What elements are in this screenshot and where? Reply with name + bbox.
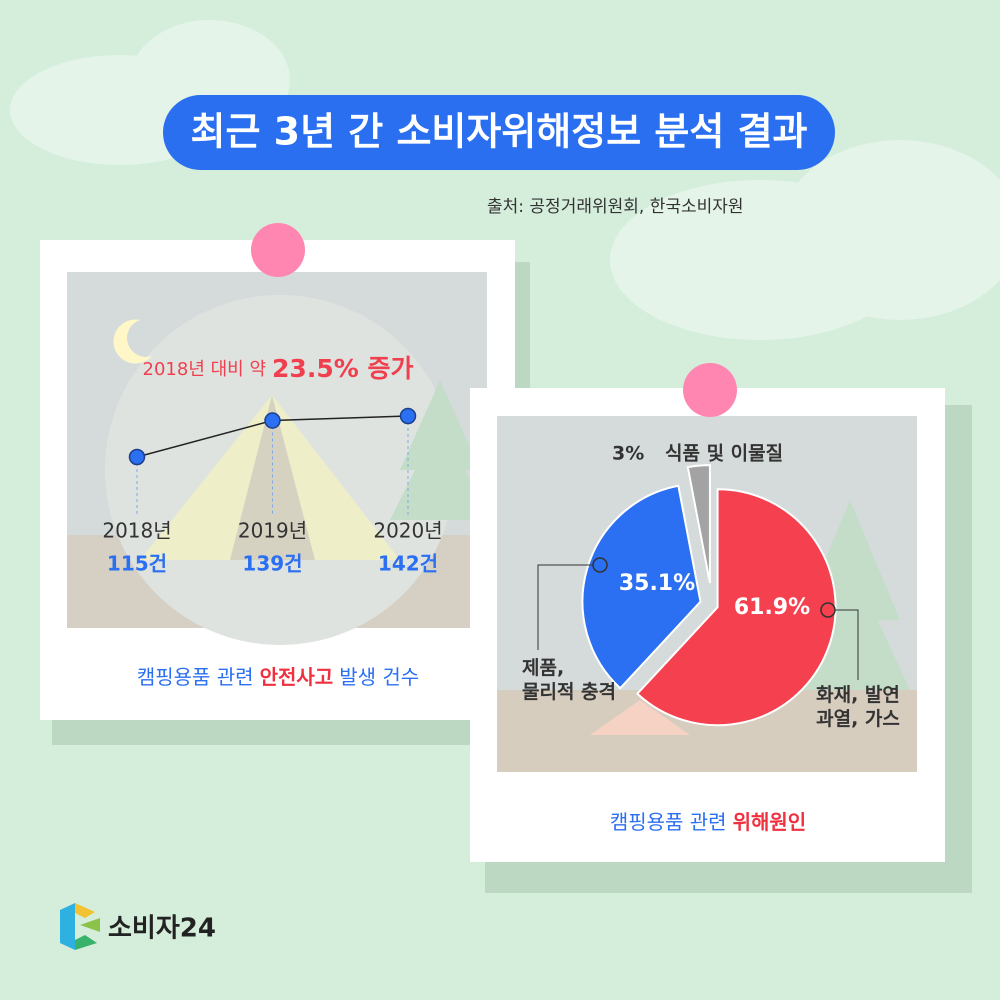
caption-part: 발생 건수 <box>339 665 419 689</box>
pin <box>683 363 737 417</box>
pie-slice <box>581 484 702 690</box>
value-label: 142건 <box>378 552 438 576</box>
category-label: 2020년 <box>373 519 442 543</box>
annotation-part: 2018년 대비 약 <box>143 359 267 380</box>
pie-chart: 61.9% 35.1% 화재, 발연 과열, 가스 제품, 물리적 충격 3% 식품 및 이물… <box>522 443 900 834</box>
value-label: 35.1% <box>619 571 695 596</box>
category-label: 화재, 발연 과열, 가스 <box>816 684 900 730</box>
title-pill <box>163 95 835 170</box>
pie-slice <box>686 464 711 584</box>
caption-part: 위해원인 <box>733 810 807 834</box>
caption: 캠핑용품 관련 위해원인 <box>610 810 806 834</box>
logo-icon <box>60 903 100 950</box>
caption-part: 캠핑용품 관련 <box>610 810 727 834</box>
source: 출처: 공정거래위원회, 한국소비자원 <box>487 197 744 217</box>
point <box>264 412 281 429</box>
point <box>128 448 146 466</box>
annotation: 2018년 대비 약 23.5% 증가 <box>143 354 414 383</box>
leader-line <box>828 609 859 680</box>
caption: 캠핑용품 관련 안전사고 발생 건수 <box>137 665 419 689</box>
leader-dot <box>820 602 836 618</box>
value-label: 139건 <box>242 552 302 576</box>
category-label: 2019년 <box>238 519 307 543</box>
pie-slice <box>635 488 837 727</box>
point <box>399 407 417 425</box>
leader-dot <box>592 557 608 573</box>
annotation-part: 23.5% 증가 <box>272 354 413 383</box>
logo: 소비자24 <box>108 914 216 944</box>
value-label: 115건 <box>107 552 167 576</box>
category-label: 제품, 물리적 충격 <box>522 657 616 703</box>
value-label: 61.9% <box>734 595 810 620</box>
category-label: 식품 및 이물질 <box>665 443 783 465</box>
leader-line <box>537 564 600 650</box>
line-chart: 2018년 대비 약 23.5% 증가 2018년 115건 2019년 139건 2020… <box>102 354 442 689</box>
caption-part: 캠핑용품 관련 <box>137 665 254 689</box>
title: 최근 3년 간 소비자위해정보 분석 결과 <box>191 110 808 154</box>
pin <box>251 223 305 277</box>
category-label: 2018년 <box>102 519 171 543</box>
value-label: 3% <box>612 443 644 465</box>
clouds <box>10 20 1000 340</box>
caption-part: 안전사고 <box>260 665 334 689</box>
